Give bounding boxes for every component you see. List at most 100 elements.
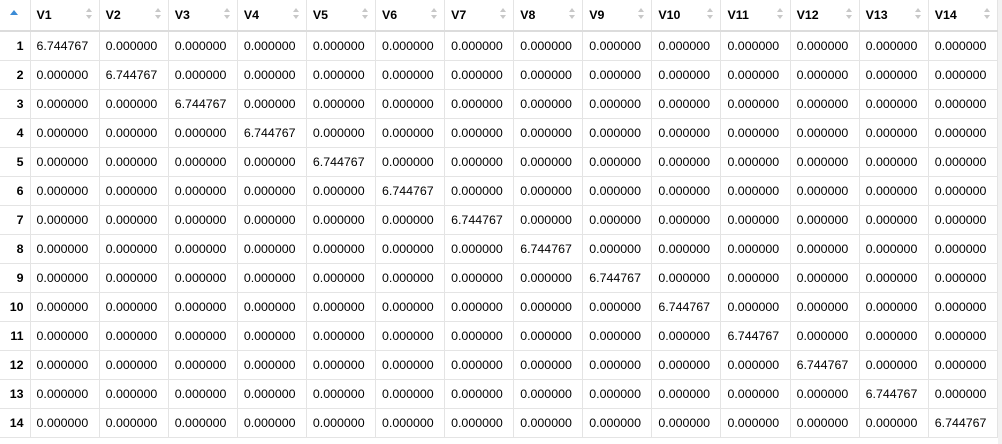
column-header-label: V5 [312,8,329,22]
row-number: 6 [0,176,31,206]
table-row: 7 0.000000 0.000000 0.000000 0.000000 0.00000… [0,205,999,235]
table-cell: 0.000000 [859,234,929,264]
column-header-label: V4 [243,8,259,22]
sort-updown-icon[interactable] [431,8,438,20]
column-header-v9[interactable]: V9 [582,0,653,32]
column-header-v4[interactable]: V4 [237,0,307,32]
table-cell: 0.000000 [859,408,929,438]
table-cell: 0.000000 [790,176,860,206]
header-row: V1 V2 V3 V4 V5 V6 V7 V8 V9 V10 V11 V12 V13 V14 [0,0,999,32]
table-cell: 0.000000 [30,60,100,90]
table-cell: 0.000000 [513,321,584,351]
sort-updown-icon[interactable] [362,8,369,20]
column-header-label: V3 [174,8,190,22]
row-number: 10 [0,292,31,322]
table-cell: 0.000000 [790,379,860,409]
table-cell: 0.000000 [237,408,307,438]
table-cell: 0.000000 [375,31,446,61]
column-header-label: V7 [451,8,467,22]
table-cell: 0.000000 [513,263,584,293]
table-cell: 0.000000 [582,147,653,177]
column-header-v2[interactable]: V2 [99,0,169,32]
table-cell: 0.000000 [582,234,653,264]
column-header-label: V2 [105,8,121,22]
table-cell: 0.000000 [99,379,169,409]
table-cell: 0.000000 [720,263,791,293]
table-cell: 0.000000 [168,292,238,322]
sort-ascending-icon[interactable] [10,10,18,15]
column-header-v14[interactable]: V14 [928,0,999,32]
table-cell: 0.000000 [582,321,653,351]
table-cell: 0.000000 [306,379,377,409]
table-cell: 0.000000 [375,205,446,235]
table-cell: 0.000000 [30,292,100,322]
vertical-scrollbar[interactable] [998,0,1002,444]
row-number: 3 [0,89,31,119]
table-cell: 0.000000 [790,118,860,148]
row-index-header[interactable] [0,0,31,32]
row-number: 9 [0,263,31,293]
table-cell: 6.744767 [99,60,169,90]
table-cell: 0.000000 [513,118,584,148]
table-cell: 0.000000 [99,321,169,351]
table-cell: 0.000000 [859,60,929,90]
column-header-v13[interactable]: V13 [859,0,929,32]
row-number: 12 [0,350,31,380]
table-cell: 0.000000 [928,118,999,148]
table-cell: 0.000000 [513,89,584,119]
sort-updown-icon[interactable] [569,8,576,20]
column-header-v1[interactable]: V1 [30,0,100,32]
table-cell: 0.000000 [237,292,307,322]
sort-updown-icon[interactable] [845,8,853,20]
table-cell: 0.000000 [651,321,722,351]
table-cell: 0.000000 [237,263,307,293]
table-cell: 0.000000 [582,89,653,119]
sort-updown-icon[interactable] [776,8,784,20]
table-cell: 0.000000 [237,147,307,177]
table-cell: 0.000000 [99,205,169,235]
table-cell: 0.000000 [513,176,584,206]
table-cell: 0.000000 [375,234,446,264]
column-header-v11[interactable]: V11 [720,0,791,32]
column-header-v7[interactable]: V7 [444,0,515,32]
sort-updown-icon[interactable] [85,8,93,20]
row-number: 4 [0,118,31,148]
column-header-v8[interactable]: V8 [513,0,584,32]
table-cell: 0.000000 [513,60,584,90]
table-cell: 0.000000 [99,292,169,322]
table-cell: 0.000000 [928,60,999,90]
sort-updown-icon[interactable] [500,8,507,20]
sort-updown-icon[interactable] [914,8,922,20]
table-cell: 0.000000 [168,350,238,380]
table-row: 11 0.000000 0.000000 0.000000 0.000000 0.0000… [0,321,999,351]
column-header-v5[interactable]: V5 [306,0,377,32]
sort-updown-icon[interactable] [984,8,991,20]
table-cell: 0.000000 [513,350,584,380]
table-cell: 0.000000 [859,176,929,206]
sort-updown-icon[interactable] [154,8,162,20]
column-header-v3[interactable]: V3 [168,0,238,32]
table-cell: 0.000000 [582,379,653,409]
table-cell: 0.000000 [375,379,446,409]
sort-updown-icon[interactable] [292,8,300,20]
column-header-v6[interactable]: V6 [375,0,446,32]
table-cell: 0.000000 [859,292,929,322]
table-row: 6 0.000000 0.000000 0.000000 0.000000 0.00000… [0,176,999,206]
table-cell: 0.000000 [168,321,238,351]
row-number: 8 [0,234,31,264]
table-cell: 0.000000 [168,379,238,409]
table-cell: 0.000000 [582,118,653,148]
column-header-v12[interactable]: V12 [790,0,860,32]
table-cell: 0.000000 [444,263,515,293]
table-cell: 0.000000 [168,176,238,206]
table-cell: 0.000000 [168,234,238,264]
sort-updown-icon[interactable] [223,8,231,20]
sort-updown-icon[interactable] [707,8,714,20]
table-cell: 0.000000 [720,234,791,264]
table-cell: 0.000000 [99,118,169,148]
table-cell: 0.000000 [720,292,791,322]
table-cell: 0.000000 [306,176,377,206]
sort-updown-icon[interactable] [638,8,645,20]
row-number: 1 [0,31,31,61]
column-header-v10[interactable]: V10 [651,0,722,32]
